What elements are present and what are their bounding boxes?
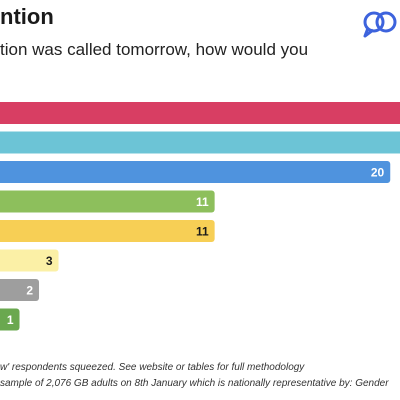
- bar-2: [0, 131, 400, 154]
- bar-value-label-4: 11: [196, 195, 209, 209]
- linked-rings-logo-icon: [362, 8, 398, 43]
- bar-8: [0, 308, 20, 331]
- bar-value-label-8: 1: [7, 313, 14, 327]
- chart-subtitle: tion was called tomorrow, how would you: [0, 40, 309, 59]
- bar-6: [0, 249, 59, 272]
- bar-value-label-3: 20: [371, 166, 385, 180]
- bar-1: [0, 102, 400, 124]
- bar-4: [0, 190, 215, 213]
- chart-title: ntion: [0, 4, 54, 29]
- bar-7: [0, 279, 40, 301]
- bar-value-label-5: 11: [196, 225, 209, 239]
- bar-3: [0, 161, 391, 183]
- bar-value-label-6: 3: [46, 254, 53, 268]
- footnote-methodology: w' respondents squeezed. See website or …: [0, 362, 305, 373]
- bar-5: [0, 220, 215, 242]
- footnote-sample: sample of 2,076 GB adults on 8th January…: [0, 378, 389, 389]
- bar-value-label-7: 2: [26, 284, 33, 298]
